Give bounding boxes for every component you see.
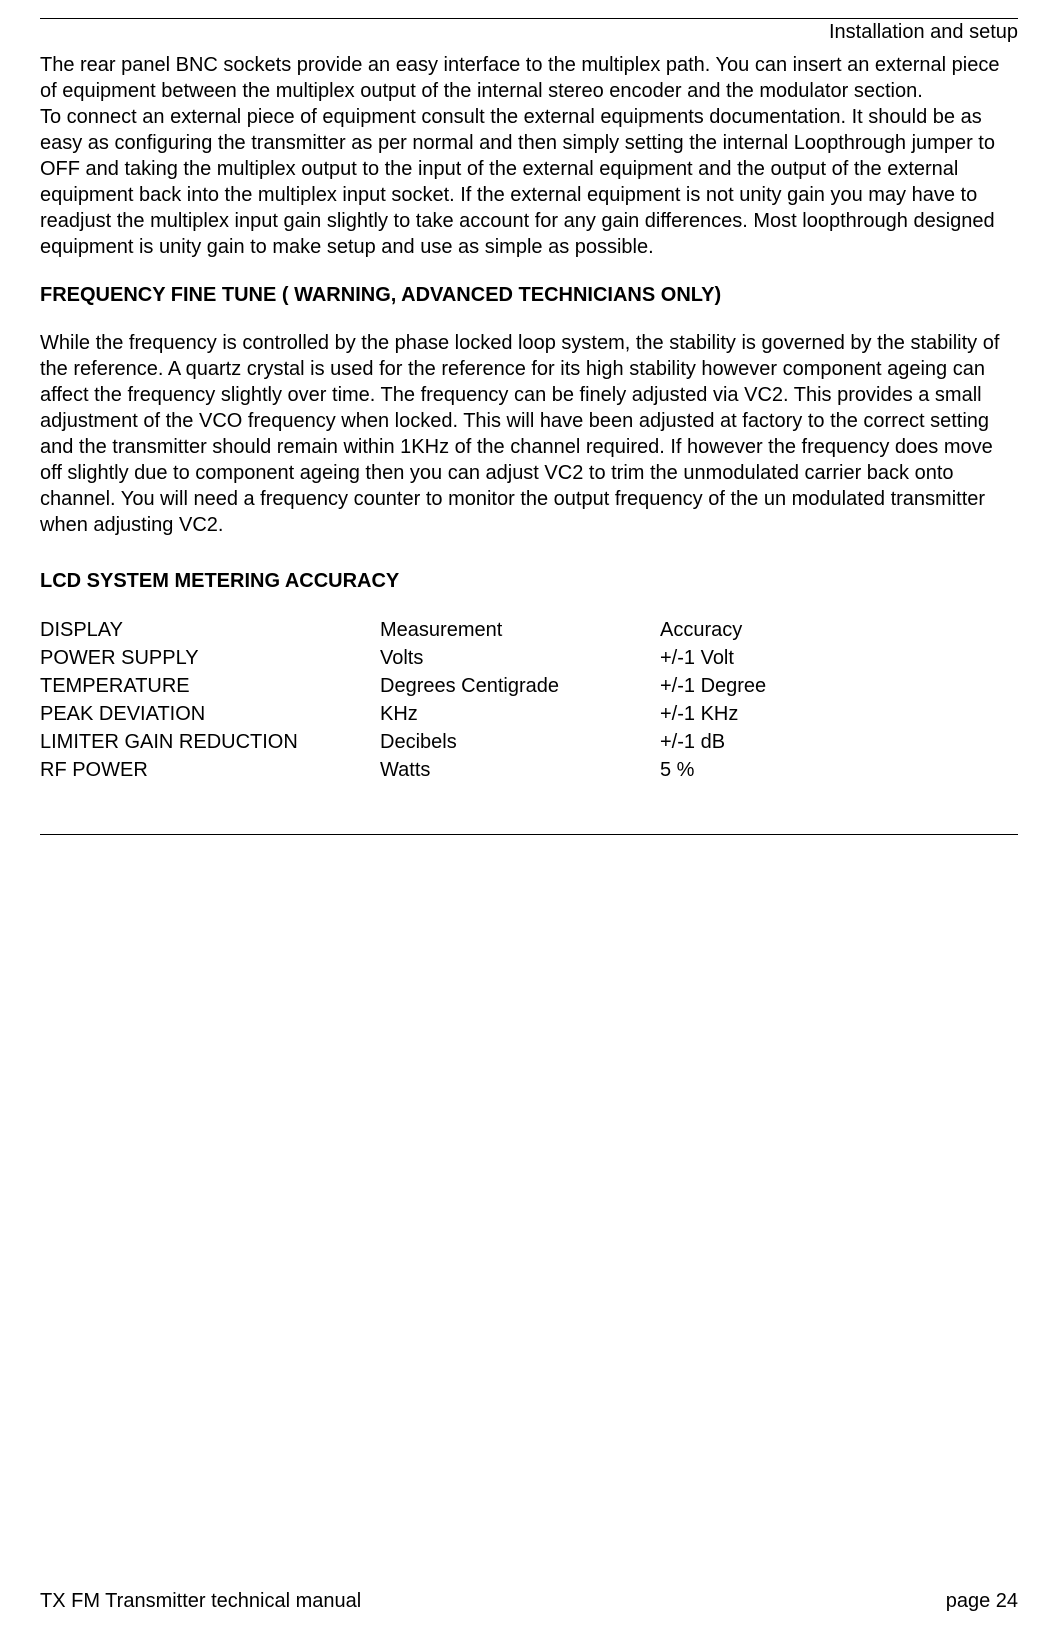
bottom-divider <box>40 834 1018 835</box>
table-cell: +/-1 KHz <box>660 700 1018 728</box>
table-cell: +/-1 Volt <box>660 644 1018 672</box>
table-header-cell: DISPLAY <box>40 616 380 644</box>
table-cell: +/-1 dB <box>660 728 1018 756</box>
table-row: PEAK DEVIATION KHz +/-1 KHz <box>40 700 1018 728</box>
table-cell: TEMPERATURE <box>40 672 380 700</box>
paragraph-frequency: While the frequency is controlled by the… <box>40 330 1018 538</box>
table-cell: LIMITER GAIN REDUCTION <box>40 728 380 756</box>
table-header-row: DISPLAY Measurement Accuracy <box>40 616 1018 644</box>
main-content: The rear panel BNC sockets provide an ea… <box>40 52 1018 835</box>
table-cell: RF POWER <box>40 756 380 784</box>
paragraph-bnc: The rear panel BNC sockets provide an ea… <box>40 52 1018 260</box>
metering-table: DISPLAY Measurement Accuracy POWER SUPPL… <box>40 616 1018 784</box>
table-header-cell: Accuracy <box>660 616 1018 644</box>
table-row: LIMITER GAIN REDUCTION Decibels +/-1 dB <box>40 728 1018 756</box>
table-row: RF POWER Watts 5 % <box>40 756 1018 784</box>
footer-left: TX FM Transmitter technical manual <box>40 1590 361 1613</box>
heading-lcd: LCD SYSTEM METERING ACCURACY <box>40 568 1018 594</box>
table-header-cell: Measurement <box>380 616 660 644</box>
table-cell: Watts <box>380 756 660 784</box>
table-cell: KHz <box>380 700 660 728</box>
heading-frequency: FREQUENCY FINE TUNE ( WARNING, ADVANCED … <box>40 282 1018 308</box>
header-title: Installation and setup <box>40 19 1018 52</box>
table-cell: PEAK DEVIATION <box>40 700 380 728</box>
table-cell: Decibels <box>380 728 660 756</box>
table-section: LCD SYSTEM METERING ACCURACY DISPLAY Mea… <box>40 568 1018 784</box>
table-cell: +/-1 Degree <box>660 672 1018 700</box>
footer: TX FM Transmitter technical manual page … <box>40 1590 1018 1613</box>
table-cell: 5 % <box>660 756 1018 784</box>
table-cell: Degrees Centigrade <box>380 672 660 700</box>
table-cell: Volts <box>380 644 660 672</box>
table-cell: POWER SUPPLY <box>40 644 380 672</box>
table-row: TEMPERATURE Degrees Centigrade +/-1 Degr… <box>40 672 1018 700</box>
table-row: POWER SUPPLY Volts +/-1 Volt <box>40 644 1018 672</box>
paragraph-text: The rear panel BNC sockets provide an ea… <box>40 54 999 102</box>
footer-right: page 24 <box>946 1590 1018 1613</box>
paragraph-text: To connect an external piece of equipmen… <box>40 106 995 258</box>
